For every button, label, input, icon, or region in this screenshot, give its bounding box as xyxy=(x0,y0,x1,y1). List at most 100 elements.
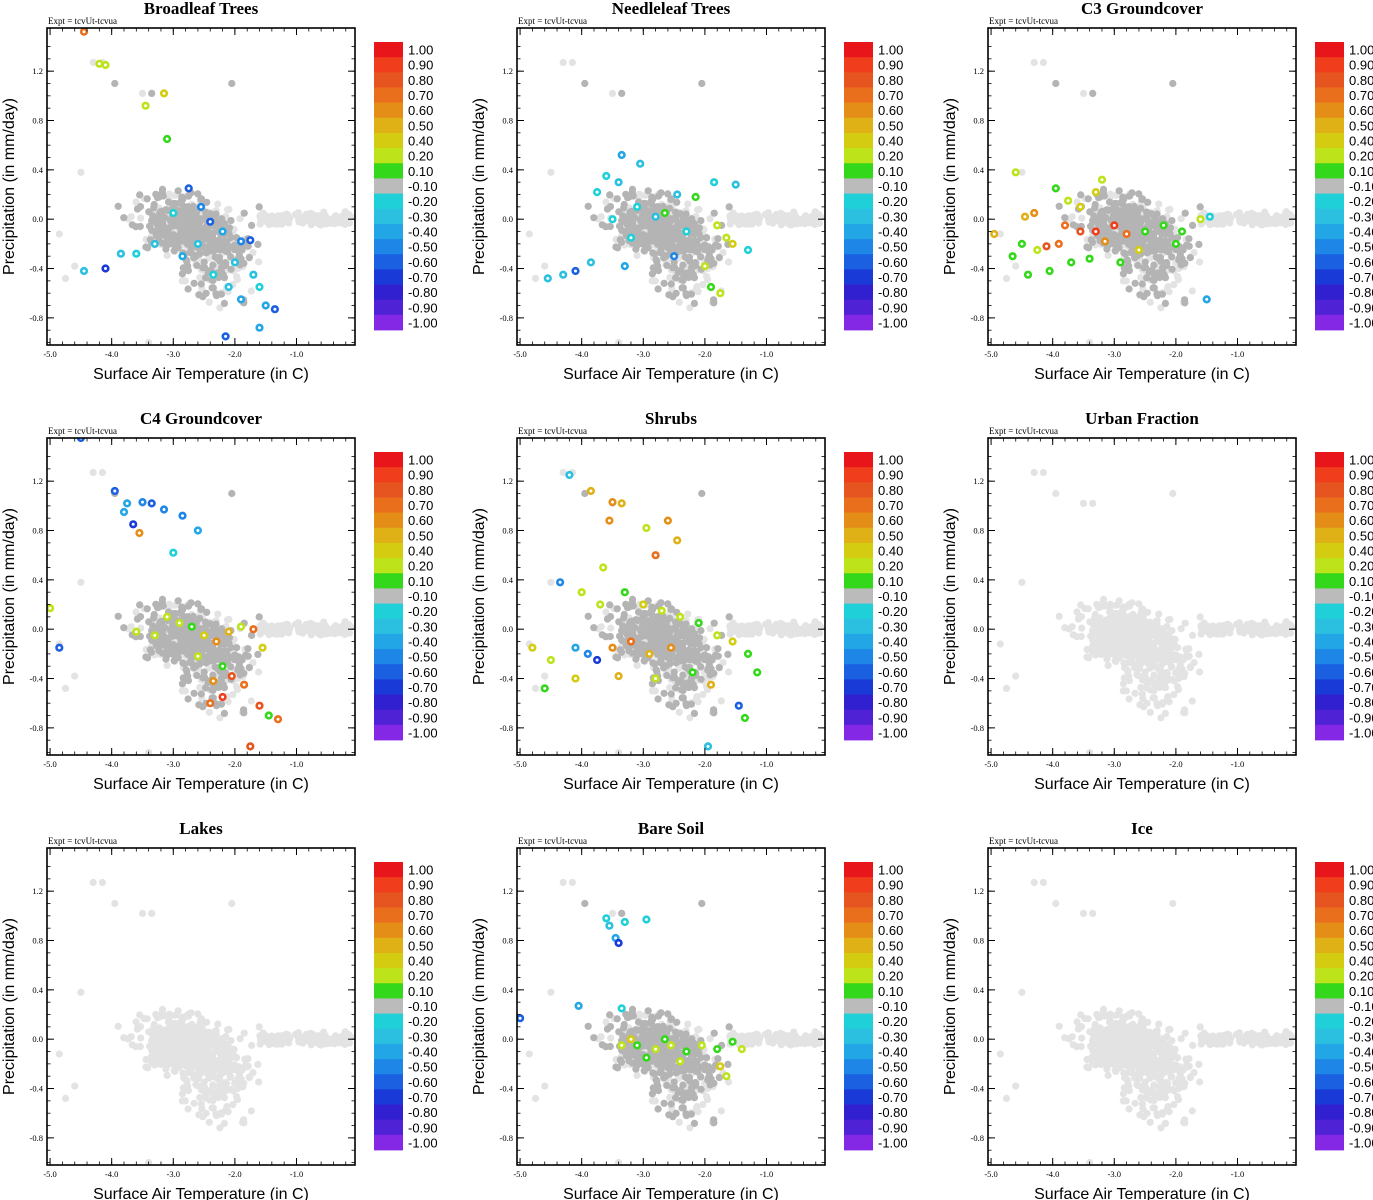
colorbar-swatch xyxy=(844,193,873,210)
neutral-point xyxy=(685,273,693,282)
data-point xyxy=(1076,227,1085,236)
x-tick-label: -5.0 xyxy=(43,349,56,359)
neutral-point xyxy=(584,202,592,210)
colorbar-label: -0.90 xyxy=(408,300,438,315)
neutral-point xyxy=(178,270,186,278)
neutral-point xyxy=(615,208,623,216)
background-point xyxy=(307,209,315,217)
neutral-point xyxy=(1138,195,1146,203)
neutral-point xyxy=(1156,273,1164,282)
neutral-point xyxy=(698,79,706,88)
colorbar: 1.000.900.800.700.600.500.400.200.10-0.1… xyxy=(374,42,438,330)
neutral-point xyxy=(628,188,636,196)
neutral-point xyxy=(1120,221,1128,229)
neutral-point xyxy=(693,237,701,245)
neutral-point xyxy=(174,187,182,195)
neutral-point xyxy=(214,222,222,230)
colorbar-swatch xyxy=(1315,102,1344,119)
neutral-point xyxy=(155,647,163,655)
colorbar-swatch xyxy=(374,42,403,58)
background-point xyxy=(259,214,267,223)
x-tick-label: -2.0 xyxy=(228,349,241,359)
neutral-point xyxy=(148,226,156,234)
colorbar-swatch xyxy=(844,284,873,301)
data-point xyxy=(150,239,159,248)
expt-label: Expt = tcvUt-tcvua xyxy=(48,16,117,26)
neutral-point xyxy=(1097,208,1105,216)
colorbar-swatch xyxy=(374,284,403,301)
neutral-point xyxy=(227,217,235,225)
neutral-point xyxy=(690,299,699,307)
colorbar: 1.000.900.800.700.600.500.400.200.10-0.1… xyxy=(844,42,908,330)
plot-frame xyxy=(516,27,826,346)
colorbar-label: -0.50 xyxy=(878,240,908,255)
neutral-point xyxy=(227,243,235,251)
neutral-point xyxy=(1089,217,1097,225)
data-point xyxy=(651,212,660,221)
y-tick-label: -0.8 xyxy=(30,313,43,323)
background-point xyxy=(602,198,610,206)
plot-points xyxy=(990,58,1296,352)
colorbar-swatch xyxy=(1315,132,1344,149)
background-point xyxy=(1166,205,1174,213)
background-point xyxy=(225,615,233,624)
y-tick-label: 0.8 xyxy=(502,116,513,126)
neutral-point xyxy=(626,208,634,216)
background-point xyxy=(302,214,310,222)
x-tick-label: -4.0 xyxy=(1046,349,1059,359)
colorbar-swatch xyxy=(374,254,403,270)
plot-frame xyxy=(46,27,356,346)
y-tick-label: -0.4 xyxy=(30,264,44,274)
neutral-point xyxy=(194,190,202,198)
neutral-point xyxy=(623,220,631,229)
panel-title: Broadleaf Trees xyxy=(144,0,259,18)
neutral-point xyxy=(704,256,712,264)
data-point xyxy=(206,217,215,226)
background-point xyxy=(703,276,712,284)
colorbar-label: -0.80 xyxy=(1349,285,1373,300)
neutral-point xyxy=(1164,237,1172,245)
colorbar-swatch xyxy=(374,148,403,164)
background-point xyxy=(652,345,659,352)
neutral-point xyxy=(197,195,205,203)
neutral-point xyxy=(171,200,179,208)
colorbar-label: 0.60 xyxy=(878,103,903,118)
background-point xyxy=(1261,208,1269,216)
data-point xyxy=(221,332,230,341)
background-point xyxy=(1220,211,1228,220)
data-point xyxy=(1205,212,1214,221)
colorbar-label: -0.10 xyxy=(878,179,908,194)
neutral-point xyxy=(1185,235,1193,243)
colorbar-label: -0.60 xyxy=(408,255,438,270)
background-point xyxy=(345,629,354,637)
data-point xyxy=(1134,245,1143,255)
data-point xyxy=(246,236,255,245)
neutral-point xyxy=(1112,200,1120,208)
neutral-point xyxy=(671,263,679,271)
neutral-point xyxy=(672,289,680,297)
neutral-point xyxy=(675,219,683,227)
background-point xyxy=(132,198,140,206)
neutral-point xyxy=(657,189,665,197)
neutral-point xyxy=(673,198,681,206)
neutral-point xyxy=(1077,191,1085,199)
background-point xyxy=(216,714,224,722)
background-point xyxy=(132,608,140,616)
background-point xyxy=(695,205,703,213)
neutral-point xyxy=(667,195,675,203)
background-point xyxy=(1123,345,1130,352)
y-tick-label: -0.4 xyxy=(971,264,985,274)
neutral-point xyxy=(618,89,626,97)
neutral-point xyxy=(1119,270,1127,278)
neutral-point xyxy=(1147,210,1155,218)
neutral-point xyxy=(1161,230,1169,238)
x-tick-label: -1.0 xyxy=(290,349,303,359)
data-point xyxy=(79,266,89,276)
background-point xyxy=(225,205,233,213)
colorbar-label: 0.60 xyxy=(408,103,433,118)
colorbar-label: 0.20 xyxy=(408,149,433,164)
data-point xyxy=(1122,229,1131,239)
